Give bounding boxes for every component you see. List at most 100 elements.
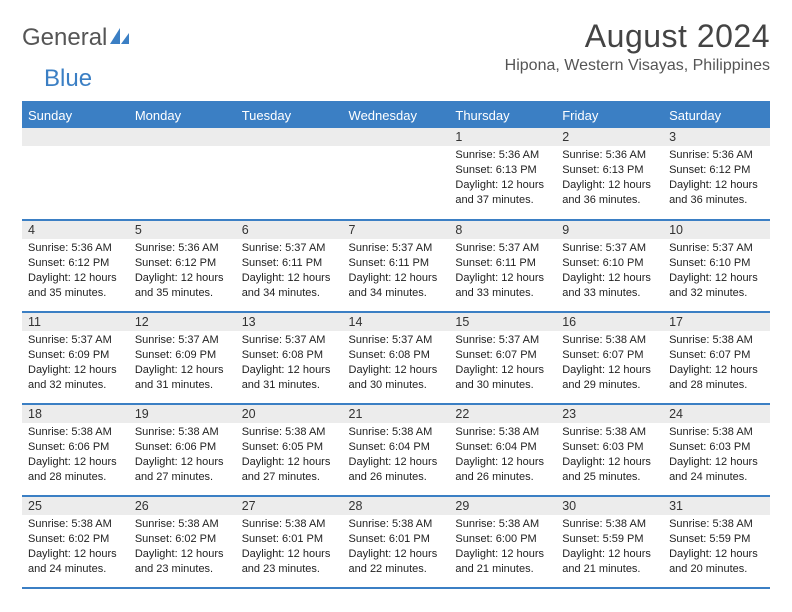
daylight-text: Daylight: 12 hours and 33 minutes. bbox=[562, 271, 657, 301]
sail-icon bbox=[109, 27, 131, 45]
daylight-text: Daylight: 12 hours and 25 minutes. bbox=[562, 455, 657, 485]
daylight-text: Daylight: 12 hours and 33 minutes. bbox=[455, 271, 550, 301]
day-body: Sunrise: 5:37 AMSunset: 6:09 PMDaylight:… bbox=[129, 331, 236, 396]
calendar-cell: 8 Sunrise: 5:37 AMSunset: 6:11 PMDaylight… bbox=[449, 220, 556, 312]
daylight-text: Daylight: 12 hours and 34 minutes. bbox=[242, 271, 337, 301]
sunset-text: Sunset: 6:10 PM bbox=[669, 256, 764, 271]
day-number: 4 bbox=[22, 221, 129, 239]
calendar-cell: 20Sunrise: 5:38 AMSunset: 6:05 PMDayligh… bbox=[236, 404, 343, 496]
day-number: 15 bbox=[449, 313, 556, 331]
sunrise-text: Sunrise: 5:38 AM bbox=[28, 517, 123, 532]
sunrise-text: Sunrise: 5:38 AM bbox=[562, 517, 657, 532]
sunrise-text: Sunrise: 5:36 AM bbox=[669, 148, 764, 163]
day-body: Sunrise: 5:37 AMSunset: 6:08 PMDaylight:… bbox=[343, 331, 450, 396]
day-body: Sunrise: 5:38 AMSunset: 6:02 PMDaylight:… bbox=[22, 515, 129, 580]
daylight-text: Daylight: 12 hours and 31 minutes. bbox=[242, 363, 337, 393]
day-body: Sunrise: 5:38 AMSunset: 6:04 PMDaylight:… bbox=[449, 423, 556, 488]
day-body: Sunrise: 5:37 AMSunset: 6:08 PMDaylight:… bbox=[236, 331, 343, 396]
day-number bbox=[22, 128, 129, 146]
location-text: Hipona, Western Visayas, Philippines bbox=[505, 57, 770, 75]
sunrise-text: Sunrise: 5:38 AM bbox=[242, 425, 337, 440]
day-number: 30 bbox=[556, 497, 663, 515]
sunset-text: Sunset: 6:13 PM bbox=[562, 163, 657, 178]
day-body: Sunrise: 5:37 AMSunset: 6:11 PMDaylight:… bbox=[343, 239, 450, 304]
daylight-text: Daylight: 12 hours and 28 minutes. bbox=[669, 363, 764, 393]
brand-logo: General bbox=[22, 18, 131, 52]
sunrise-text: Sunrise: 5:37 AM bbox=[455, 241, 550, 256]
day-body: Sunrise: 5:38 AMSunset: 6:05 PMDaylight:… bbox=[236, 423, 343, 488]
day-number: 9 bbox=[556, 221, 663, 239]
sunrise-text: Sunrise: 5:37 AM bbox=[349, 241, 444, 256]
sunset-text: Sunset: 6:02 PM bbox=[135, 532, 230, 547]
day-number: 28 bbox=[343, 497, 450, 515]
day-number: 8 bbox=[449, 221, 556, 239]
day-number: 10 bbox=[663, 221, 770, 239]
sunset-text: Sunset: 6:11 PM bbox=[455, 256, 550, 271]
sunset-text: Sunset: 5:59 PM bbox=[669, 532, 764, 547]
calendar-cell: 13Sunrise: 5:37 AMSunset: 6:08 PMDayligh… bbox=[236, 312, 343, 404]
calendar-page: General August 2024 Hipona, Western Visa… bbox=[0, 0, 792, 599]
daylight-text: Daylight: 12 hours and 36 minutes. bbox=[562, 178, 657, 208]
day-body: Sunrise: 5:37 AMSunset: 6:10 PMDaylight:… bbox=[556, 239, 663, 304]
calendar-cell: 30Sunrise: 5:38 AMSunset: 5:59 PMDayligh… bbox=[556, 496, 663, 588]
sunrise-text: Sunrise: 5:38 AM bbox=[28, 425, 123, 440]
day-body: Sunrise: 5:36 AMSunset: 6:12 PMDaylight:… bbox=[663, 146, 770, 211]
day-number: 5 bbox=[129, 221, 236, 239]
calendar-cell: 22Sunrise: 5:38 AMSunset: 6:04 PMDayligh… bbox=[449, 404, 556, 496]
sunset-text: Sunset: 6:07 PM bbox=[669, 348, 764, 363]
daylight-text: Daylight: 12 hours and 26 minutes. bbox=[349, 455, 444, 485]
day-number: 7 bbox=[343, 221, 450, 239]
day-number bbox=[236, 128, 343, 146]
daylight-text: Daylight: 12 hours and 35 minutes. bbox=[135, 271, 230, 301]
sunset-text: Sunset: 6:12 PM bbox=[28, 256, 123, 271]
day-number: 6 bbox=[236, 221, 343, 239]
sunrise-text: Sunrise: 5:37 AM bbox=[562, 241, 657, 256]
sunrise-text: Sunrise: 5:37 AM bbox=[349, 333, 444, 348]
day-number: 13 bbox=[236, 313, 343, 331]
calendar-cell: 3Sunrise: 5:36 AMSunset: 6:12 PMDaylight… bbox=[663, 128, 770, 220]
day-body: Sunrise: 5:38 AMSunset: 6:06 PMDaylight:… bbox=[129, 423, 236, 488]
sunrise-text: Sunrise: 5:37 AM bbox=[669, 241, 764, 256]
calendar-cell: 10 Sunrise: 5:37 AMSunset: 6:10 PMDayligh… bbox=[663, 220, 770, 312]
sunrise-text: Sunrise: 5:38 AM bbox=[349, 425, 444, 440]
day-number: 12 bbox=[129, 313, 236, 331]
daylight-text: Daylight: 12 hours and 35 minutes. bbox=[28, 271, 123, 301]
calendar-cell: 6Sunrise: 5:37 AMSunset: 6:11 PMDaylight… bbox=[236, 220, 343, 312]
day-body bbox=[343, 146, 450, 152]
sunrise-text: Sunrise: 5:37 AM bbox=[242, 241, 337, 256]
sunset-text: Sunset: 5:59 PM bbox=[562, 532, 657, 547]
calendar-cell: 23Sunrise: 5:38 AMSunset: 6:03 PMDayligh… bbox=[556, 404, 663, 496]
calendar-cell: 17Sunrise: 5:38 AMSunset: 6:07 PMDayligh… bbox=[663, 312, 770, 404]
sunset-text: Sunset: 6:07 PM bbox=[455, 348, 550, 363]
calendar-cell: 26Sunrise: 5:38 AMSunset: 6:02 PMDayligh… bbox=[129, 496, 236, 588]
daylight-text: Daylight: 12 hours and 31 minutes. bbox=[135, 363, 230, 393]
sunset-text: Sunset: 6:02 PM bbox=[28, 532, 123, 547]
weekday-header: Tuesday bbox=[236, 102, 343, 128]
calendar-cell bbox=[129, 128, 236, 220]
sunset-text: Sunset: 6:00 PM bbox=[455, 532, 550, 547]
sunrise-text: Sunrise: 5:38 AM bbox=[562, 333, 657, 348]
weekday-header: Friday bbox=[556, 102, 663, 128]
day-body: Sunrise: 5:38 AMSunset: 6:06 PMDaylight:… bbox=[22, 423, 129, 488]
daylight-text: Daylight: 12 hours and 26 minutes. bbox=[455, 455, 550, 485]
daylight-text: Daylight: 12 hours and 28 minutes. bbox=[28, 455, 123, 485]
sunset-text: Sunset: 6:04 PM bbox=[455, 440, 550, 455]
day-number: 1 bbox=[449, 128, 556, 146]
daylight-text: Daylight: 12 hours and 29 minutes. bbox=[562, 363, 657, 393]
daylight-text: Daylight: 12 hours and 32 minutes. bbox=[669, 271, 764, 301]
day-number: 20 bbox=[236, 405, 343, 423]
daylight-text: Daylight: 12 hours and 22 minutes. bbox=[349, 547, 444, 577]
day-number: 18 bbox=[22, 405, 129, 423]
sunrise-text: Sunrise: 5:37 AM bbox=[455, 333, 550, 348]
day-number: 11 bbox=[22, 313, 129, 331]
weekday-header: Wednesday bbox=[343, 102, 450, 128]
daylight-text: Daylight: 12 hours and 23 minutes. bbox=[135, 547, 230, 577]
sunset-text: Sunset: 6:03 PM bbox=[562, 440, 657, 455]
weekday-header-row: Sunday Monday Tuesday Wednesday Thursday… bbox=[22, 102, 770, 128]
calendar-cell: 29Sunrise: 5:38 AMSunset: 6:00 PMDayligh… bbox=[449, 496, 556, 588]
daylight-text: Daylight: 12 hours and 30 minutes. bbox=[349, 363, 444, 393]
sunset-text: Sunset: 6:06 PM bbox=[135, 440, 230, 455]
calendar-cell: 7Sunrise: 5:37 AMSunset: 6:11 PMDaylight… bbox=[343, 220, 450, 312]
day-body: Sunrise: 5:37 AMSunset: 6:07 PMDaylight:… bbox=[449, 331, 556, 396]
day-body: Sunrise: 5:38 AMSunset: 6:01 PMDaylight:… bbox=[343, 515, 450, 580]
